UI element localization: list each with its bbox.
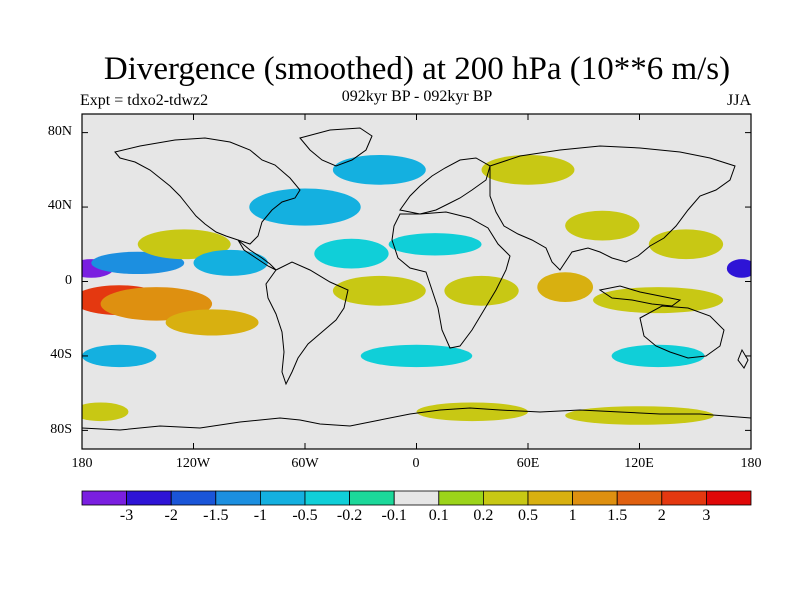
divergence-field	[82, 154, 751, 425]
divergence-blob	[648, 229, 724, 260]
divergence-blob	[91, 251, 185, 275]
colorbar-segment	[438, 490, 484, 506]
experiment-label: Expt = tdxo2-tdwz2	[80, 92, 209, 109]
lat-tick-label: 0	[65, 273, 72, 288]
lon-tick-label: 60W	[291, 456, 319, 471]
coastline-greenland	[299, 127, 373, 167]
colorbar-label: 0.5	[518, 507, 538, 524]
lat-tick-label: 80N	[47, 124, 72, 139]
coastline-north-america	[114, 137, 301, 245]
colorbar-label: -2	[164, 507, 178, 524]
lon-tick-label: 60E	[516, 456, 540, 471]
divergence-blob	[193, 249, 268, 276]
colorbar-segment	[527, 490, 573, 506]
divergence-blob	[332, 154, 426, 185]
divergence-blob	[82, 344, 157, 368]
axis-ticks	[81, 114, 752, 449]
colorbar-label: -3	[119, 507, 134, 524]
colorbar-segment	[706, 490, 752, 506]
colorbar-segment	[349, 490, 395, 506]
lon-tick-label: 120E	[624, 456, 654, 471]
divergence-blob	[332, 275, 426, 306]
divergence-blob	[388, 233, 482, 256]
divergence-blob	[565, 406, 714, 425]
coastline-africa	[391, 211, 511, 349]
chart-subtitle: 092kyr BP - 092kyr BP	[341, 88, 493, 105]
colorbar-label: 1	[568, 507, 577, 524]
colorbar-segment	[259, 490, 306, 506]
season-label: JJA	[727, 92, 752, 109]
colorbar-segment	[572, 490, 618, 506]
lat-tick-label: 40S	[50, 347, 72, 362]
coastlines	[82, 127, 751, 431]
colorbar-segment	[393, 490, 440, 506]
lon-tick-label: 120W	[175, 456, 211, 471]
colorbar-label: 0.2	[473, 507, 494, 524]
colorbar-label: -1	[253, 507, 268, 524]
lon-tick-label: 180	[740, 456, 762, 471]
colorbar-segment	[482, 490, 529, 506]
divergence-blob	[565, 210, 640, 241]
coastline-new-zealand	[737, 348, 749, 369]
divergence-blob	[444, 275, 519, 306]
divergence-blob	[249, 188, 361, 226]
colorbar-label: -0.1	[381, 507, 407, 524]
colorbar-label: -0.5	[292, 507, 318, 524]
divergence-blob	[416, 402, 528, 422]
coastline-indonesia	[598, 285, 682, 307]
divergence-blob	[481, 154, 575, 185]
divergence-blob	[82, 402, 129, 422]
divergence-blob	[360, 344, 473, 368]
colorbar-segment	[661, 490, 707, 506]
coastline-asia	[489, 145, 736, 271]
divergence-blob	[137, 229, 231, 260]
colorbar-segment	[215, 490, 261, 506]
lon-tick-label: 180	[71, 456, 93, 471]
coastline-south-america	[265, 261, 349, 386]
colorbar-segment	[126, 490, 172, 506]
divergence-blob	[611, 344, 705, 368]
divergence-blob	[314, 238, 389, 269]
divergence-blob	[593, 287, 724, 314]
lon-tick-label: 0	[412, 456, 420, 471]
divergence-blob	[537, 272, 594, 302]
colorbar-segment	[81, 490, 127, 506]
colorbar-label: 1.5	[607, 507, 628, 524]
colorbar-label: 3	[702, 507, 711, 524]
colorbar-segment	[304, 490, 350, 506]
chart-title: Divergence (smoothed) at 200 hPa (10**6 …	[103, 51, 731, 87]
lat-tick-label: 40N	[47, 198, 72, 213]
divergence-blob	[726, 259, 751, 278]
colorbar	[81, 490, 752, 506]
coastline-antarctica	[82, 407, 751, 431]
colorbar-label: -1.5	[203, 507, 229, 524]
colorbar-label: 2	[657, 507, 666, 524]
divergence-blob	[165, 309, 259, 336]
colorbar-label: 0.1	[428, 507, 449, 524]
lat-tick-label: 80S	[50, 422, 72, 437]
colorbar-segment	[616, 490, 663, 506]
coastline-australia	[639, 305, 725, 359]
colorbar-segment	[170, 490, 217, 506]
colorbar-label: -0.2	[336, 507, 363, 524]
